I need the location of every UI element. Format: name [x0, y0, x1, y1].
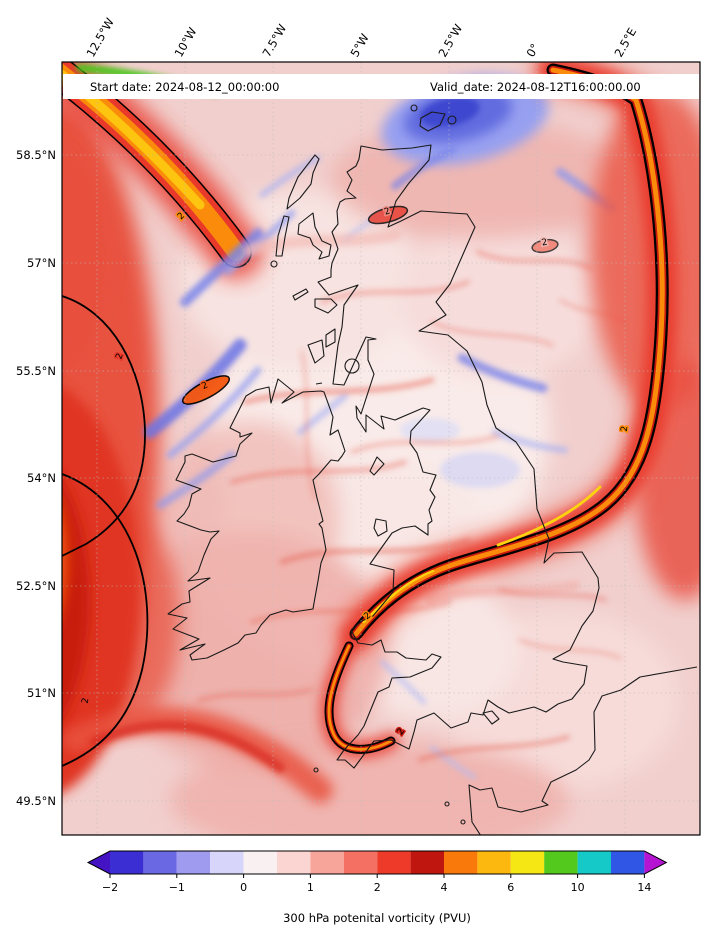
pv-west-atlantic-maximum	[62, 102, 180, 793]
colorbar-tick-label: 0	[240, 881, 247, 894]
colorbar-tick-label: 6	[507, 881, 514, 894]
lat-tick-label: 55.5°N	[16, 364, 56, 378]
colorbar-segment	[176, 851, 211, 874]
lat-tick-label: 54°N	[27, 471, 56, 485]
colorbar-segment	[277, 851, 311, 874]
colorbar-segment	[510, 851, 545, 874]
lon-tick-label: 12.5°W	[83, 15, 116, 59]
pv-2pvu-contours	[62, 295, 149, 767]
header-strip	[63, 74, 699, 99]
lon-tick-label: 5°W	[347, 31, 371, 59]
island-isle-of-man	[369, 456, 385, 476]
colorbar-segment	[243, 851, 277, 874]
lon-tick-label: 0°	[523, 41, 542, 59]
colorbar-tick-label: 2	[374, 881, 381, 894]
lat-tick-label: 57°N	[27, 256, 56, 270]
colorbar-segment	[444, 851, 478, 874]
coastlines	[167, 104, 698, 835]
colorbar: −2 −1 0 1 2 4 6 10 14	[86, 850, 668, 894]
latitude-axis: 58.5°N 57°N 55.5°N 54°N 52.5°N 51°N 49.5°N	[16, 148, 56, 808]
island-scilly	[313, 767, 319, 773]
pv-small-contours	[181, 205, 559, 405]
colorbar-under-arrow	[88, 851, 110, 874]
lon-tick-label: 2.5°W	[435, 22, 465, 60]
colorbar-tick-label: 14	[637, 881, 651, 894]
colorbar-segment	[310, 851, 344, 874]
lon-tick-label: 2.5°E	[611, 25, 639, 59]
colorbar-segment	[343, 851, 378, 874]
lat-tick-label: 49.5°N	[16, 794, 56, 808]
colorbar-segment	[377, 851, 411, 874]
colorbar-tick-label: −1	[169, 881, 185, 894]
contour-label-2pvu: 2	[620, 425, 631, 432]
contour-label-2pvu: 2	[114, 352, 125, 361]
colorbar-segment	[110, 851, 144, 874]
island-isle-of-wight	[482, 710, 500, 725]
colorbar-segment	[143, 851, 177, 874]
colorbar-segment	[544, 851, 578, 874]
start-date-label: Start date: 2024-08-12_00:00:00	[90, 80, 279, 94]
valid-date-label: Valid_date: 2024-08-12T16:00:00.00	[430, 80, 641, 94]
lon-tick-label: 10°W	[171, 25, 199, 60]
map-frame	[61, 61, 701, 836]
islands-scotland	[270, 104, 457, 374]
colorbar-title: 300 hPa potenital vorticity (PVU)	[283, 911, 471, 925]
coastline-france	[468, 666, 698, 835]
lat-tick-label: 58.5°N	[16, 148, 56, 162]
colorbar-tick-label: 4	[441, 881, 448, 894]
lat-tick-label: 51°N	[27, 686, 56, 700]
coastline-great-britain	[317, 144, 600, 769]
colorbar-tick-label: 10	[571, 881, 585, 894]
longitude-axis: 12.5°W 10°W 7.5°W 5°W 2.5°W 0° 2.5°E	[83, 15, 639, 59]
contour-label-2pvu: 2	[383, 206, 392, 217]
colorbar-segment	[410, 851, 444, 874]
colorbar-tick-label: 1	[307, 881, 314, 894]
colorbar-segment	[611, 851, 645, 874]
pv-fold-streamer	[319, 62, 686, 759]
coastline-ireland	[167, 378, 346, 661]
colorbar-over-arrow	[644, 851, 667, 874]
island-jersey	[460, 819, 466, 825]
pv-red-filaments	[198, 229, 627, 762]
island-rathlin	[315, 382, 323, 385]
contour-label-2pvu: 2	[81, 697, 92, 704]
island-anglesey	[373, 518, 388, 537]
colorbar-tick-label: −2	[102, 881, 118, 894]
island-guernsey	[444, 801, 450, 807]
colorbar-segment	[477, 851, 511, 874]
colorbar-segment	[577, 851, 611, 874]
contour-label-2pvu: 2	[541, 238, 549, 249]
colorbar-segment	[210, 851, 244, 874]
graticule	[62, 62, 700, 835]
lon-tick-label: 7.5°W	[259, 22, 289, 60]
lat-tick-label: 52.5°N	[16, 579, 56, 593]
islands-other	[313, 382, 500, 825]
